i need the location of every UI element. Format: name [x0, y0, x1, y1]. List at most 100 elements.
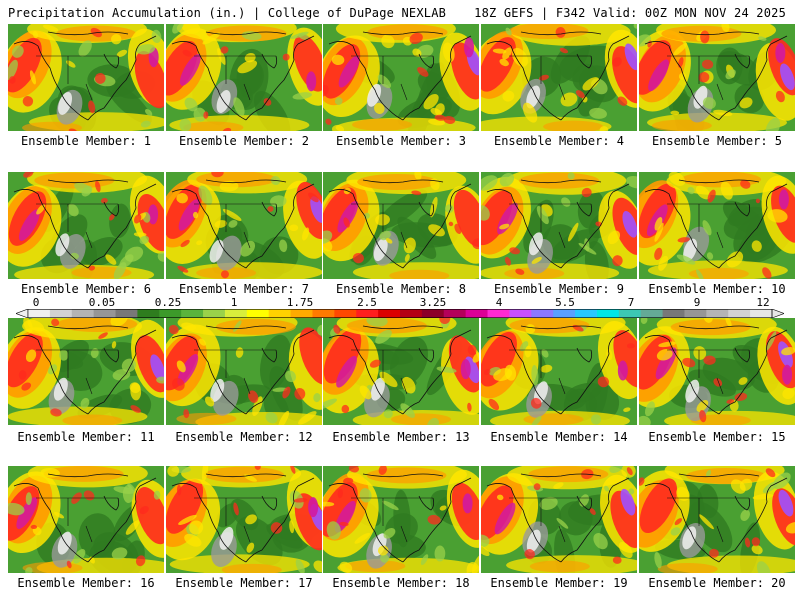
colorbar-swatch	[575, 309, 598, 318]
colorbar-swatch	[618, 309, 642, 318]
colorbar-swatch	[553, 309, 576, 318]
member-caption-13: Ensemble Member: 13	[332, 430, 470, 444]
colorbar-swatch	[465, 309, 489, 318]
member-panel-12	[166, 318, 322, 425]
colorbar-tick-label: 0.25	[154, 296, 182, 309]
precip-map	[323, 318, 479, 425]
colorbar-swatch	[728, 309, 751, 318]
colorbar-swatch	[531, 309, 554, 318]
precip-colorbar: 0 0.05 0.25 1 1.75 2.5 3.25 4 5.5 7 9 12	[0, 296, 800, 320]
colorbar-right-arrow	[771, 309, 784, 318]
colorbar-tick-label: 7	[627, 296, 635, 309]
member-panel-13	[323, 318, 479, 425]
precip-map	[639, 466, 795, 573]
precip-map	[166, 172, 322, 279]
colorbar-tick-label: 9	[693, 296, 701, 309]
member-panel-19	[481, 466, 637, 573]
precip-map	[323, 466, 479, 573]
member-panel-20	[639, 466, 795, 573]
precip-map	[481, 466, 637, 573]
colorbar-left-arrow	[16, 309, 29, 318]
colorbar-swatch	[400, 309, 423, 318]
member-panel-9	[481, 172, 637, 279]
colorbar-swatch	[290, 309, 313, 318]
member-caption-5: Ensemble Member: 5	[651, 134, 783, 148]
colorbar-swatch	[662, 309, 685, 318]
member-panel-4	[481, 24, 637, 131]
colorbar-swatch	[268, 309, 292, 318]
map-title: Precipitation Accumulation (in.) | Colle…	[8, 6, 447, 20]
colorbar-tick-label: 0	[32, 296, 40, 309]
colorbar-tick-label: 1	[230, 296, 238, 309]
member-panel-3	[323, 24, 479, 131]
colorbar-swatch	[93, 309, 117, 318]
colorbar-swatch	[224, 309, 248, 318]
colorbar-swatch	[378, 309, 401, 318]
member-caption-3: Ensemble Member: 3	[335, 134, 467, 148]
member-caption-17: Ensemble Member: 17	[175, 576, 313, 590]
colorbar-swatch	[28, 309, 51, 318]
member-panel-18	[323, 466, 479, 573]
precip-map	[8, 466, 164, 573]
colorbar-swatch	[443, 309, 467, 318]
colorbar-tick-label: 2.5	[357, 296, 377, 309]
precip-map	[481, 24, 637, 131]
colorbar-swatch	[159, 309, 182, 318]
member-panel-7	[166, 172, 322, 279]
precip-map	[8, 24, 164, 131]
colorbar-swatch	[203, 309, 226, 318]
colorbar-swatch	[334, 309, 357, 318]
colorbar-swatch	[640, 309, 664, 318]
member-caption-4: Ensemble Member: 4	[493, 134, 625, 148]
member-caption-10: Ensemble Member: 10	[648, 282, 786, 296]
member-caption-9: Ensemble Member: 9	[493, 282, 625, 296]
member-panel-8	[323, 172, 479, 279]
colorbar-swatch	[356, 309, 379, 318]
member-caption-1: Ensemble Member: 1	[20, 134, 152, 148]
precip-map	[639, 172, 795, 279]
precip-map	[323, 172, 479, 279]
colorbar-tick-label: 3.25	[419, 296, 447, 309]
member-panel-14	[481, 318, 637, 425]
colorbar-swatch	[487, 309, 510, 318]
colorbar-tick-label: 12	[756, 296, 770, 309]
colorbar-tick-label: 1.75	[286, 296, 314, 309]
precip-map	[8, 318, 164, 425]
colorbar-swatch	[684, 309, 707, 318]
colorbar-tick-label: 5.5	[555, 296, 575, 309]
colorbar-scale	[16, 309, 784, 318]
member-caption-11: Ensemble Member: 11	[17, 430, 155, 444]
precip-map	[639, 318, 795, 425]
colorbar-swatch	[706, 309, 729, 318]
member-caption-2: Ensemble Member: 2	[178, 134, 310, 148]
colorbar-swatch	[421, 309, 445, 318]
precip-map	[166, 466, 322, 573]
colorbar-swatch	[509, 309, 532, 318]
colorbar-swatch	[750, 309, 773, 318]
member-panel-15	[639, 318, 795, 425]
member-panel-1	[8, 24, 164, 131]
header: Precipitation Accumulation (in.) | Colle…	[0, 0, 800, 22]
member-caption-14: Ensemble Member: 14	[490, 430, 628, 444]
member-caption-7: Ensemble Member: 7	[178, 282, 310, 296]
member-panel-6	[8, 172, 164, 279]
precip-map	[481, 318, 637, 425]
colorbar-swatch	[181, 309, 204, 318]
member-caption-8: Ensemble Member: 8	[335, 282, 467, 296]
colorbar-swatch	[246, 309, 270, 318]
colorbar-tick-label: 4	[495, 296, 503, 309]
member-caption-15: Ensemble Member: 15	[648, 430, 786, 444]
colorbar-swatch	[115, 309, 138, 318]
colorbar-swatch	[49, 309, 73, 318]
member-panel-5	[639, 24, 795, 131]
member-caption-12: Ensemble Member: 12	[175, 430, 313, 444]
member-caption-16: Ensemble Member: 16	[17, 576, 155, 590]
member-panel-16	[8, 466, 164, 573]
precip-map	[8, 172, 164, 279]
colorbar-swatch	[596, 309, 620, 318]
member-panel-10	[639, 172, 795, 279]
precip-map	[481, 172, 637, 279]
precip-map	[166, 24, 322, 131]
precip-map	[166, 318, 322, 425]
member-caption-6: Ensemble Member: 6	[20, 282, 152, 296]
